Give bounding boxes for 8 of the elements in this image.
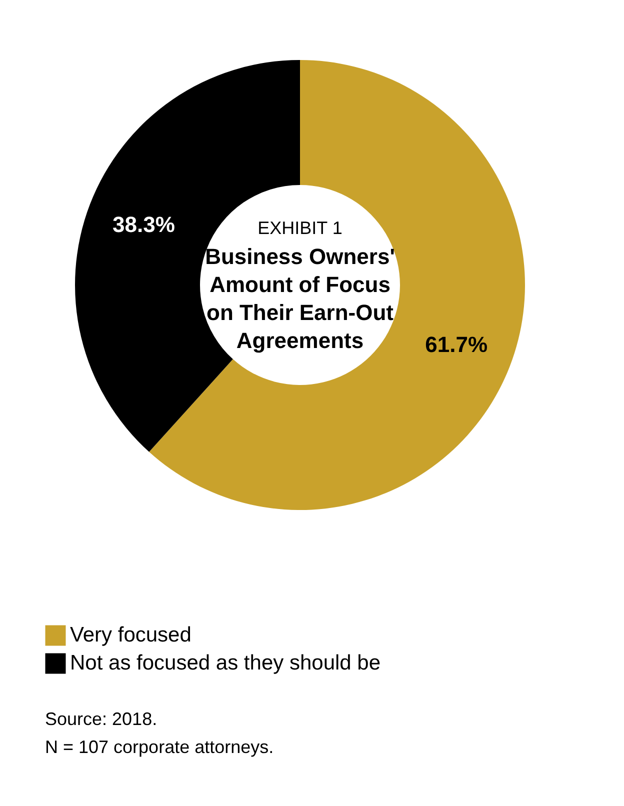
data-label: 61.7% [425, 332, 488, 358]
legend-label: Very focused [70, 624, 192, 646]
text: Business Owners' Amount of Focus on Their Earn-Out Agreements [205, 244, 395, 353]
text: EXHIBIT 1 [258, 218, 342, 238]
source-note: Source: 2018. [45, 709, 158, 729]
legend-label: Not as focused as they should be [70, 652, 381, 674]
data-label: 38.3% [112, 212, 175, 237]
text: N = 107 corporate attorneys. [45, 737, 274, 757]
